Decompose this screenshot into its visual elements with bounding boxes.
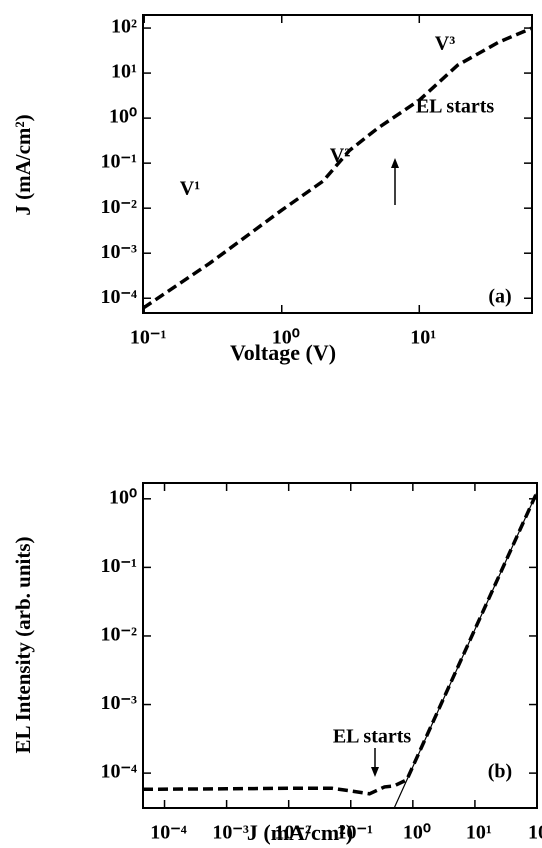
annotation: EL starts	[416, 96, 495, 118]
y-tick-label: 10⁰	[109, 486, 137, 508]
x-tick-label: 10⁻¹	[130, 327, 167, 349]
y-tick-label: 10⁻¹	[100, 555, 137, 577]
x-tick-label: 10⁻³	[212, 822, 249, 844]
x-tick-label: 10⁻¹	[336, 822, 373, 844]
y-tick-label: 10¹	[111, 61, 137, 83]
x-tick-label: 10⁰	[272, 327, 300, 349]
x-tick-label: 10⁻⁴	[150, 822, 187, 844]
annotation: V¹	[180, 178, 200, 200]
y-tick-label: 10⁻³	[100, 241, 137, 263]
plot-frame	[142, 14, 533, 314]
y-axis-label: J (mA/cm²)	[11, 114, 35, 215]
annotation: (a)	[488, 286, 511, 308]
annotation: (b)	[488, 761, 512, 783]
x-axis-label: J (mA/cm²)	[247, 820, 353, 845]
plot-frame	[142, 482, 538, 809]
y-tick-label: 10²	[111, 16, 137, 38]
y-tick-label: 10⁻²	[100, 196, 137, 218]
arrow-head	[391, 158, 399, 168]
y-tick-label: 10⁻²	[100, 624, 137, 646]
y-tick-label: 10⁰	[109, 106, 137, 128]
x-tick-label: 10¹	[410, 327, 436, 349]
data-line	[142, 491, 539, 796]
data-line	[142, 26, 533, 310]
annotation: V³	[435, 33, 455, 55]
x-tick-label: 10¹	[466, 822, 492, 844]
y-axis-label: EL Intensity (arb. units)	[11, 536, 35, 753]
y-tick-label: 10⁻¹	[100, 151, 137, 173]
annotation: V²	[330, 145, 350, 167]
x-tick-label: 10²	[528, 822, 542, 844]
x-tick-label: 10⁰	[403, 822, 431, 844]
y-tick-label: 10⁻⁴	[100, 286, 137, 308]
annotation: EL starts	[333, 726, 412, 748]
x-axis-label: Voltage (V)	[230, 340, 336, 365]
y-tick-label: 10⁻⁴	[100, 761, 137, 783]
x-tick-label: 10⁻²	[274, 822, 311, 844]
y-tick-label: 10⁻³	[100, 692, 137, 714]
arrow-head	[371, 767, 379, 777]
